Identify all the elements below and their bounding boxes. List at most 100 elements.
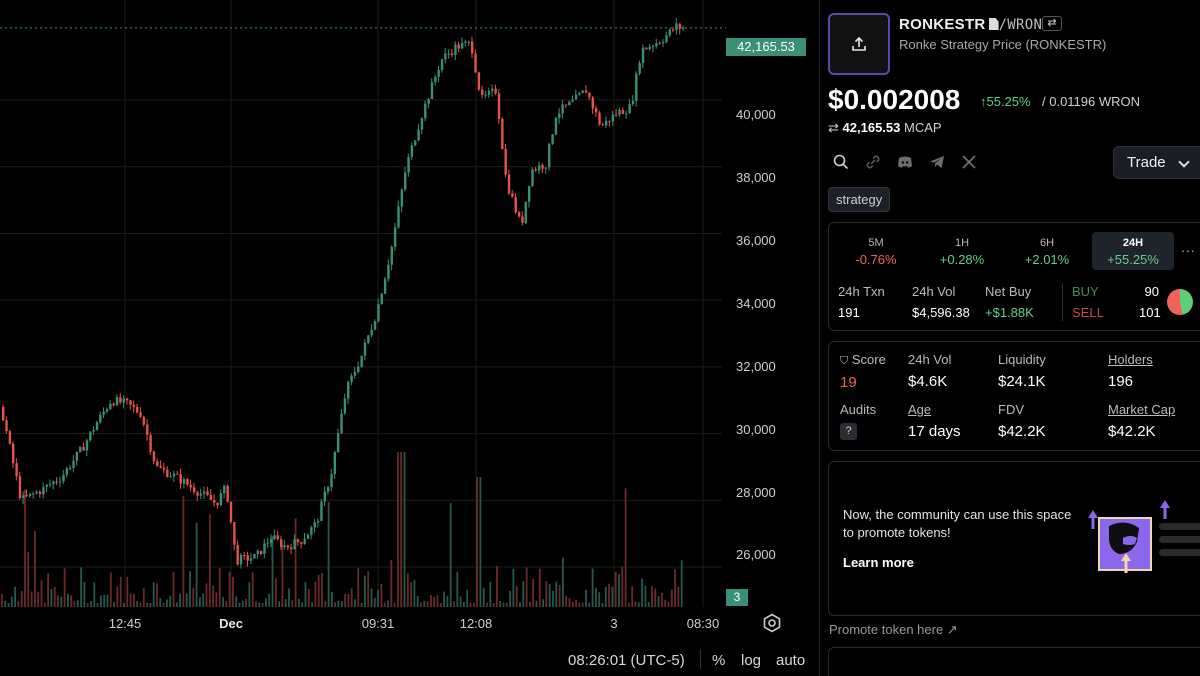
candle-body bbox=[276, 535, 280, 540]
metric-holders[interactable]: Holders 196 bbox=[1108, 352, 1153, 390]
metric-holders-label[interactable]: Holders bbox=[1108, 352, 1153, 367]
telegram-icon[interactable] bbox=[928, 153, 946, 171]
price-in-wron: / 0.01196 WRON bbox=[1042, 94, 1141, 109]
candle-body bbox=[454, 44, 457, 55]
candle-body bbox=[149, 434, 152, 452]
candle-body bbox=[303, 538, 306, 544]
volume-bar bbox=[479, 477, 482, 607]
candle-body bbox=[58, 481, 62, 483]
candle-body bbox=[373, 321, 377, 330]
candle-body bbox=[139, 412, 142, 417]
volume-bar bbox=[93, 582, 96, 607]
volume-bar bbox=[182, 496, 185, 607]
link-icon[interactable] bbox=[864, 153, 882, 171]
volume-bar bbox=[535, 600, 538, 607]
tag-strategy[interactable]: strategy bbox=[828, 187, 891, 212]
volume-bar bbox=[423, 601, 426, 607]
upload-logo-button[interactable] bbox=[828, 13, 890, 75]
tab-1h[interactable]: 1H +0.28% bbox=[921, 232, 1003, 270]
tab-24h[interactable]: 24H +55.25% bbox=[1092, 232, 1174, 270]
log-toggle[interactable]: log bbox=[741, 652, 762, 669]
candle-body bbox=[407, 157, 410, 173]
settings-icon[interactable] bbox=[762, 613, 782, 633]
candle-body bbox=[333, 452, 337, 475]
volume-bar bbox=[370, 588, 373, 607]
sell-label: SELL bbox=[1072, 305, 1104, 320]
volume-bar bbox=[86, 602, 89, 607]
volume-bar bbox=[152, 582, 155, 607]
candle-body bbox=[581, 90, 584, 93]
metric-24h-vol-label: 24h Vol bbox=[908, 352, 952, 367]
candle-body bbox=[192, 487, 196, 493]
x-twitter-icon[interactable] bbox=[960, 153, 978, 171]
candle-body bbox=[326, 487, 330, 492]
candle-body bbox=[109, 403, 112, 410]
candle-body bbox=[410, 145, 414, 158]
search-icon[interactable] bbox=[832, 153, 850, 171]
volume-bar bbox=[469, 602, 472, 607]
volume-bar bbox=[172, 571, 175, 607]
candle-body bbox=[420, 118, 424, 130]
candle-body bbox=[544, 167, 548, 169]
volume-bar bbox=[651, 585, 653, 607]
metric-market-cap[interactable]: Market Cap $42.2K bbox=[1108, 402, 1175, 440]
volume-bar bbox=[307, 588, 310, 607]
volume-bar bbox=[195, 522, 198, 607]
metric-market-cap-label[interactable]: Market Cap bbox=[1108, 402, 1176, 417]
candle-body bbox=[146, 424, 149, 435]
tab-1h-label: 1H bbox=[954, 237, 970, 249]
more-options-icon[interactable]: ... bbox=[1181, 239, 1196, 255]
metric-age-label[interactable]: Age bbox=[908, 402, 932, 417]
metric-fdv: FDV $42.2K bbox=[998, 402, 1046, 440]
stat-24h-txn: 24h Txn 191 bbox=[838, 284, 885, 320]
volume-bar bbox=[205, 583, 208, 607]
trade-dropdown-button[interactable]: Trade bbox=[1113, 146, 1200, 179]
candle-body bbox=[621, 110, 625, 114]
candle-body bbox=[65, 468, 69, 475]
candle-body bbox=[491, 88, 494, 91]
candle-body bbox=[196, 492, 199, 496]
discord-icon[interactable] bbox=[896, 153, 914, 171]
volume-bar bbox=[529, 601, 531, 607]
volume-bar bbox=[449, 503, 452, 607]
swap-pair-icon[interactable]: ⇄ bbox=[1042, 16, 1062, 31]
volume-bar bbox=[598, 592, 601, 607]
volume-bar bbox=[463, 601, 465, 607]
promote-token-link[interactable]: Promote token here ↗ bbox=[829, 622, 958, 637]
candle-body bbox=[477, 72, 481, 90]
copy-icon[interactable] bbox=[988, 18, 999, 30]
volume-bar bbox=[459, 596, 462, 607]
mcap-label: MCAP bbox=[904, 120, 942, 135]
candle-body bbox=[347, 381, 350, 399]
candle-body bbox=[648, 46, 651, 50]
candle-body bbox=[15, 463, 18, 477]
candle-body bbox=[82, 447, 85, 451]
volume-bar bbox=[126, 576, 129, 607]
metric-age[interactable]: Age 17 days bbox=[908, 402, 961, 440]
candlestick-chart[interactable] bbox=[0, 0, 818, 640]
audit-unknown-badge[interactable]: ? bbox=[840, 423, 857, 440]
candle-body bbox=[417, 129, 420, 141]
learn-more-link[interactable]: Learn more bbox=[843, 555, 914, 570]
volume-bar bbox=[235, 596, 238, 607]
candle-body bbox=[474, 53, 477, 73]
volume-bar bbox=[119, 576, 122, 607]
stat-buy-sell-values: 90 101 bbox=[1139, 284, 1161, 320]
metric-market-cap-value: $42.2K bbox=[1108, 423, 1156, 440]
candle-body bbox=[115, 397, 119, 406]
candle-body bbox=[538, 165, 541, 171]
volume-bar bbox=[47, 573, 49, 607]
tab-5m[interactable]: 5M -0.76% bbox=[835, 232, 917, 270]
metric-audits: Audits ? bbox=[840, 402, 876, 440]
candle-body bbox=[62, 474, 65, 482]
candle-body bbox=[370, 329, 373, 336]
auto-toggle[interactable]: auto bbox=[776, 652, 806, 669]
tab-6h[interactable]: 6H +2.01% bbox=[1006, 232, 1088, 270]
volume-bar bbox=[608, 583, 610, 607]
candle-body bbox=[45, 484, 48, 487]
price-chart[interactable]: 40,000 38,000 36,000 34,000 32,000 30,00… bbox=[0, 0, 818, 676]
candle-body bbox=[246, 555, 249, 561]
metric-fdv-label: FDV bbox=[998, 402, 1024, 417]
percent-toggle[interactable]: % bbox=[712, 652, 726, 669]
candle-body bbox=[206, 491, 209, 495]
